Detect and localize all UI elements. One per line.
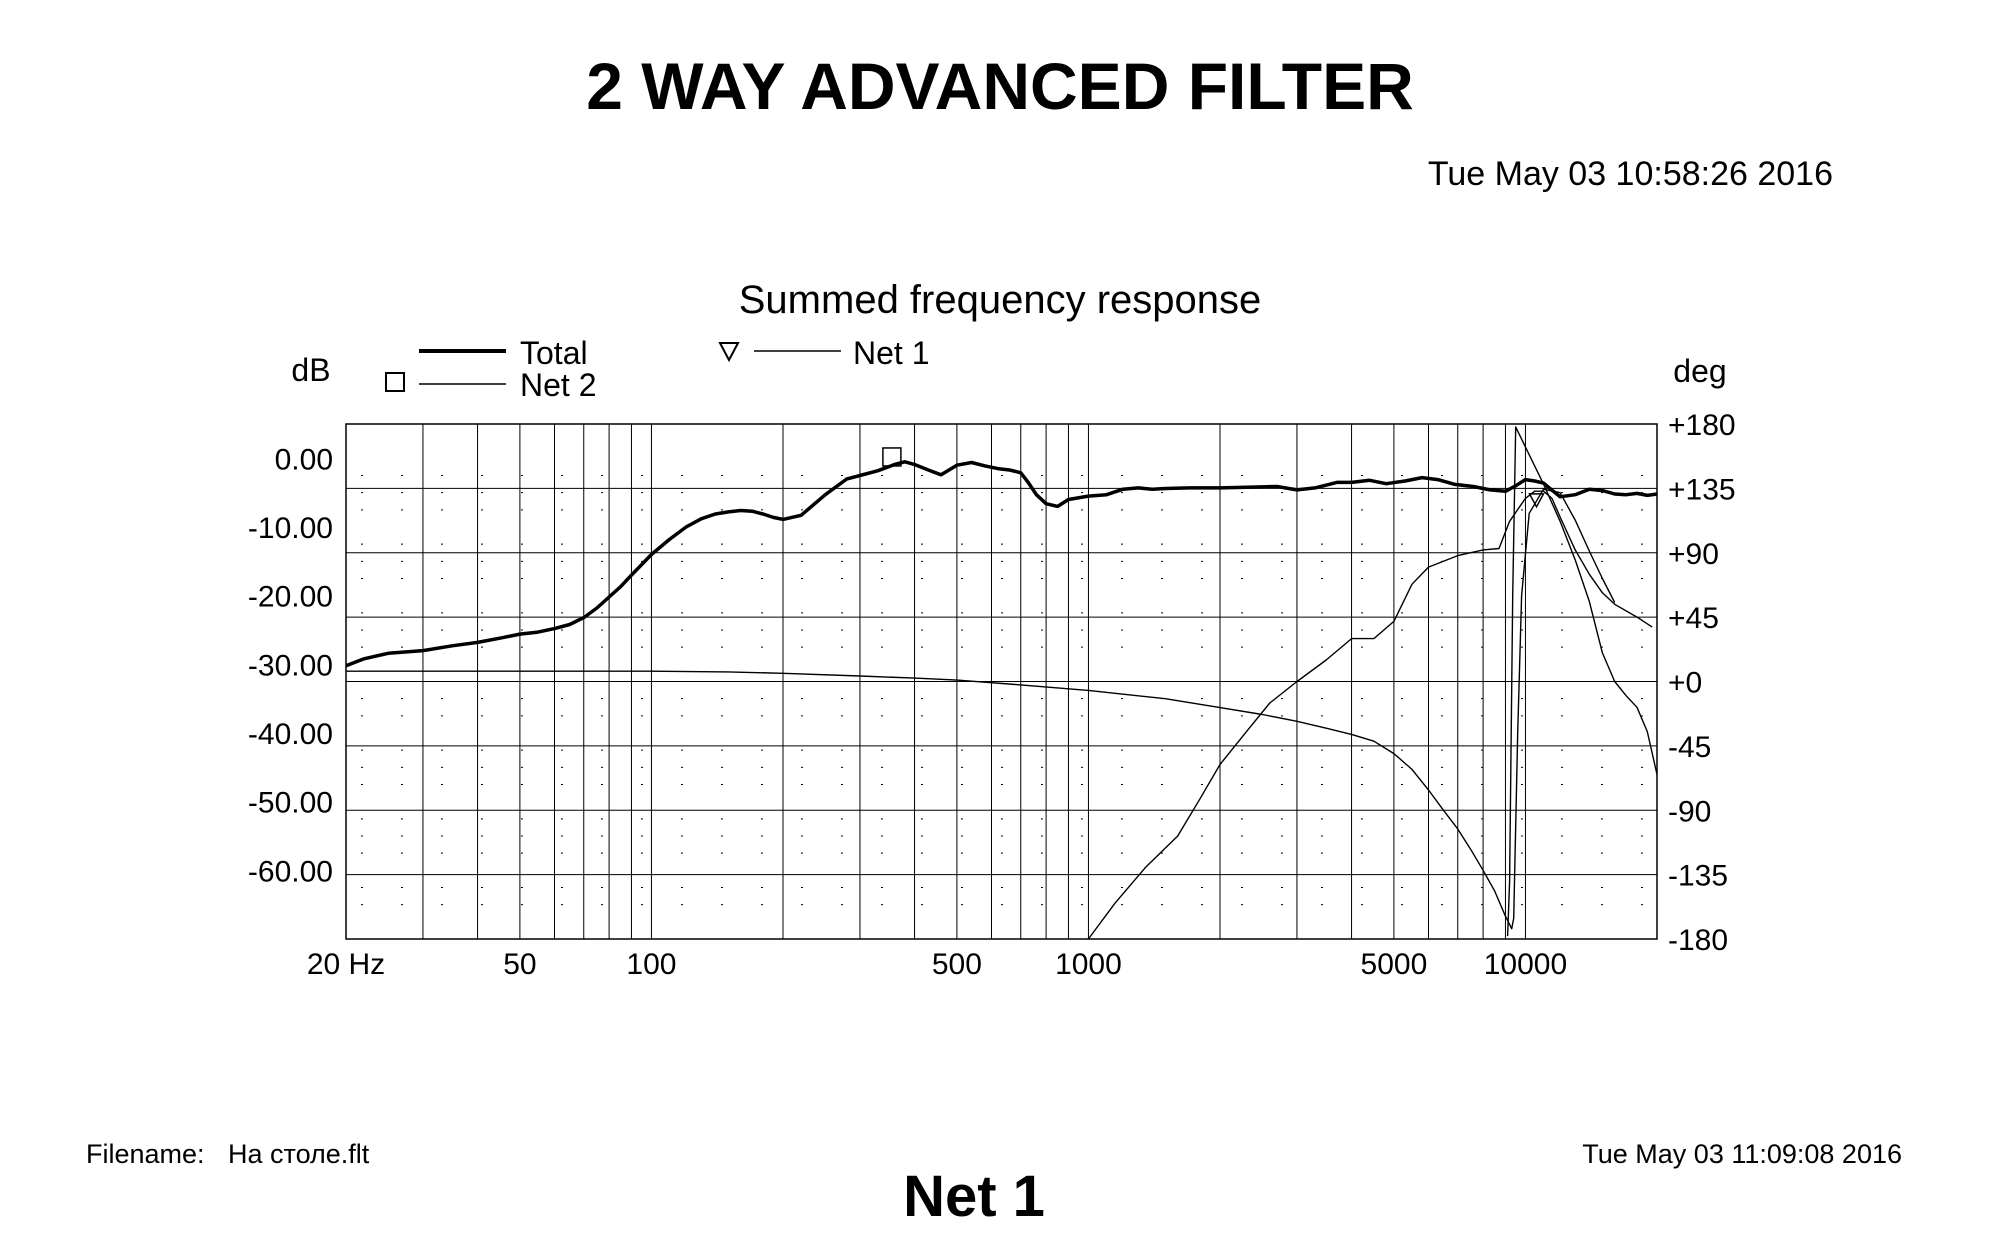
series-marker-square — [882, 447, 902, 467]
x-tick-label: 50 — [503, 948, 536, 981]
x-tick-label: 500 — [932, 948, 982, 981]
x-tick-label: 10000 — [1484, 948, 1567, 981]
tick-labels: 20 Hz 50 100 500 1000 5000 10000 0.00 -10.00 -20.… — [248, 409, 1736, 981]
footer-timestamp: Tue May 03 11:09:08 2016 — [1582, 1139, 1902, 1169]
y-tick-label-left: -30.00 — [248, 649, 333, 682]
y-tick-label-right: -90 — [1668, 795, 1711, 828]
y-tick-label-right: -180 — [1668, 924, 1728, 957]
x-tick-label: 5000 — [1361, 948, 1428, 981]
y-tick-label-right: +180 — [1668, 409, 1736, 442]
y-tick-label-left: 0.00 — [275, 443, 333, 476]
legend: Total Net 2 Net 1 — [385, 335, 929, 403]
series-marker-triangle — [1528, 493, 1545, 509]
legend-label-net1: Net 1 — [853, 335, 929, 371]
x-tick-label: 100 — [626, 948, 676, 981]
legend-square-marker — [385, 372, 405, 392]
y-axis-label-right: deg — [1673, 353, 1726, 389]
y-axis-label-left: dB — [291, 352, 330, 388]
legend-label-total: Total — [520, 335, 588, 371]
y-tick-label-right: -135 — [1668, 860, 1728, 893]
plot-series — [345, 426, 1658, 940]
y-tick-label-right: +0 — [1668, 667, 1702, 700]
page-title: 2 WAY ADVANCED FILTER — [586, 49, 1414, 123]
y-tick-label-right: -45 — [1668, 731, 1711, 764]
series-line-net-2 — [346, 488, 1616, 930]
legend-label-net2: Net 2 — [520, 367, 596, 403]
series-line-net-1 — [1087, 490, 1653, 940]
y-tick-label-right: +45 — [1668, 602, 1719, 635]
x-tick-label: 1000 — [1055, 948, 1122, 981]
series-line-net-1-phase — [1506, 426, 1658, 937]
footer-filename-value: На столе.flt — [228, 1139, 370, 1169]
y-tick-label-left: -20.00 — [248, 581, 333, 614]
y-tick-label-right: +135 — [1668, 473, 1736, 506]
plot-grid — [345, 423, 1658, 940]
legend-triangle-marker — [718, 342, 740, 363]
y-tick-label-left: -10.00 — [248, 512, 333, 545]
footer-net-label: Net 1 — [903, 1164, 1045, 1229]
x-tick-label: 20 Hz — [307, 948, 385, 981]
plot-frame — [345, 423, 1658, 940]
y-tick-label-left: -40.00 — [248, 718, 333, 751]
y-tick-label-right: +90 — [1668, 538, 1719, 571]
footer-filename-label: Filename: — [86, 1139, 205, 1169]
y-tick-label-left: -50.00 — [248, 787, 333, 820]
y-tick-label-left: -60.00 — [248, 855, 333, 888]
header-timestamp: Tue May 03 10:58:26 2016 — [1428, 155, 1833, 193]
chart-title: Summed frequency response — [739, 278, 1262, 322]
series-line-total — [345, 460, 1658, 668]
